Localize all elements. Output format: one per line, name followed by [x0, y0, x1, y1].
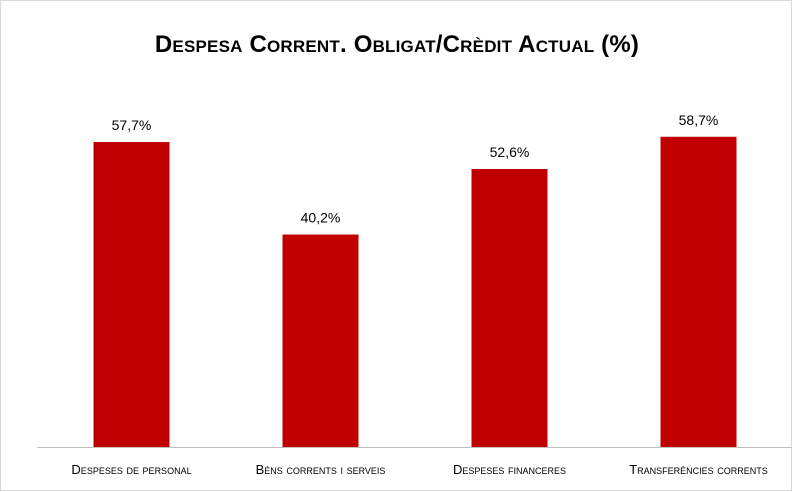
- chart-title: Despesa Corrent. Obligat/Crèdit Actual (…: [154, 31, 640, 58]
- bar-1: [93, 142, 170, 448]
- data-label-group: 57,7% 40,2% 52,6% 58,7%: [112, 112, 719, 226]
- bar-4: [660, 136, 737, 447]
- bar-2: [282, 234, 359, 447]
- category-label-4: Transferències corrents: [629, 462, 768, 477]
- category-label-1: Despeses de personal: [71, 462, 191, 477]
- bar-group: [93, 136, 737, 448]
- data-label-1: 57,7%: [112, 117, 152, 133]
- category-label-3: Despeses financeres: [453, 462, 566, 477]
- category-label-2: Béns corrents i serveis: [256, 462, 386, 477]
- category-label-group: Despeses de personal Béns corrents i serv…: [71, 462, 767, 477]
- data-label-3: 52,6%: [490, 144, 530, 160]
- bar-3: [471, 169, 548, 447]
- data-label-4: 58,7%: [679, 112, 719, 128]
- data-label-2: 40,2%: [301, 210, 341, 226]
